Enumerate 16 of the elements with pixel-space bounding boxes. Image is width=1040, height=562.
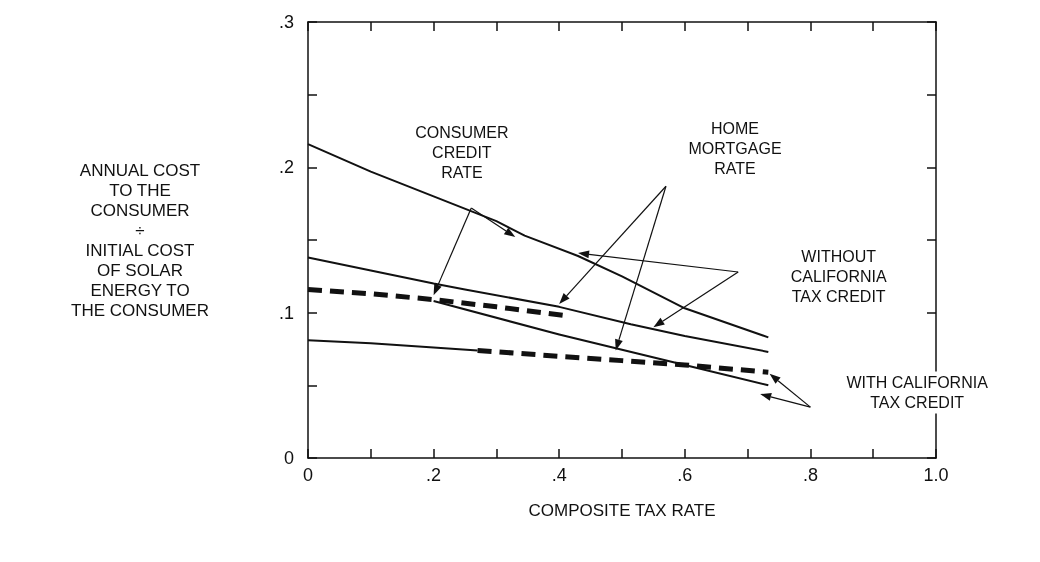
x-tick-label: 1.0 [923,465,949,485]
x-tick-label: .2 [426,465,442,485]
x-tick-label: 0 [302,465,314,485]
annotation: HOME MORTGAGE RATE [688,119,782,177]
y-tick-label: 0 [283,448,294,468]
x-axis-title: COMPOSITE TAX RATE [528,501,716,520]
x-tick-label: .8 [802,465,818,485]
y-tick-label: .2 [278,157,294,178]
y-axis-title: ANNUAL COST TO THE CONSUMER ÷ INITIAL COST OF SOLAR ENERGY TO THE CONSUMER [71,160,209,320]
annotation: WITHOUT CALIFORNIA TAX CREDIT [790,247,887,305]
y-tick-label: .3 [278,12,294,32]
y-tick-label: .1 [278,302,294,323]
x-tick-label: .4 [551,465,567,485]
annotation: WITH CALIFORNIA TAX CREDIT [846,374,989,412]
x-tick-label: .6 [677,465,693,485]
annotation: CONSUMER CREDIT RATE [415,124,509,182]
